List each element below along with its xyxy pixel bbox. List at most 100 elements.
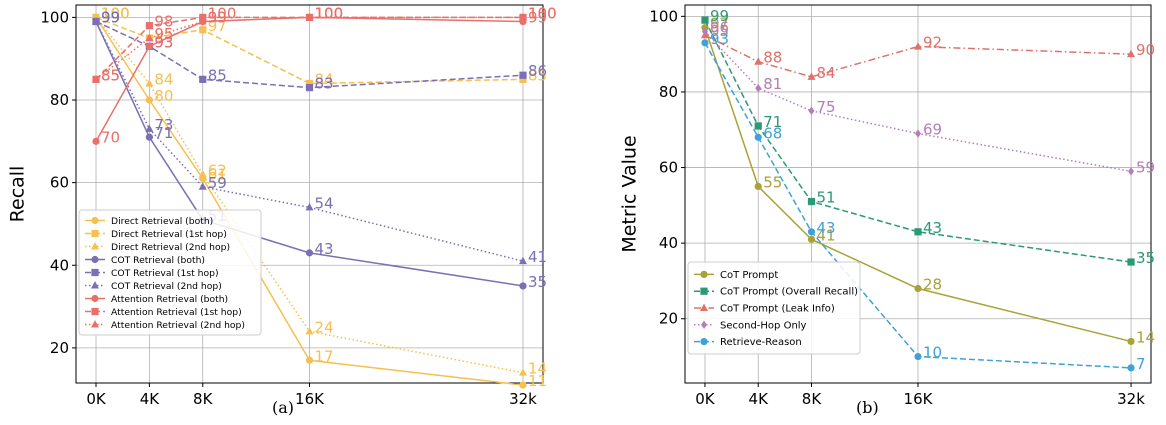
data-point <box>519 75 527 83</box>
x-tick-label: 32k <box>1117 390 1145 408</box>
legend-marker <box>91 294 99 303</box>
series-5: 93 68 43 10 7 <box>701 30 1146 373</box>
series-line <box>95 16 523 80</box>
legend-label: Direct Retrieval (both) <box>111 216 213 227</box>
data-label: 28 <box>923 276 942 294</box>
data-label: 68 <box>763 124 782 142</box>
data-label: 41 <box>816 226 835 244</box>
data-label: 70 <box>101 128 120 146</box>
data-point <box>519 282 527 290</box>
legend-label: COT Retrieval (1st hop) <box>111 268 219 279</box>
data-label: 97 <box>710 15 729 33</box>
chart-panel-2: 0K 4K 8K 16K 32k 20 40 60 80 100 Metric Value 97 55 4… <box>619 4 1155 408</box>
legend-marker <box>91 242 99 250</box>
legend-label: COT Retrieval (both) <box>111 255 205 266</box>
legend-marker <box>700 303 708 311</box>
data-point <box>199 26 207 34</box>
y-axis-label: Metric Value <box>619 135 641 252</box>
data-label: 100 <box>208 4 237 22</box>
data-label: 10 <box>923 344 942 362</box>
legend: CoT Prompt CoT Prompt (Overall Recall) CoT… <box>687 261 861 355</box>
data-label: 71 <box>154 124 173 142</box>
data-label: 92 <box>923 34 942 52</box>
legend-item: COT Retrieval (1st hop) <box>85 268 219 279</box>
series-line <box>704 34 1132 78</box>
data-label: 81 <box>763 75 782 93</box>
data-label: 69 <box>923 121 942 139</box>
legend-label: Second-Hop Only <box>720 320 807 331</box>
data-label: 55 <box>763 173 782 191</box>
x-tick-label: 0K <box>86 390 107 408</box>
legend-item: Second-Hop Only <box>694 320 807 331</box>
legend-label: CoT Prompt (Overall Recall) <box>720 287 858 298</box>
data-label: 43 <box>315 240 334 258</box>
data-label: 95 <box>154 25 173 43</box>
data-label: 99 <box>528 9 547 27</box>
x-tick-label: 4K <box>140 390 161 408</box>
data-label: 73 <box>154 116 173 134</box>
data-label: 99 <box>101 9 120 27</box>
data-point <box>92 74 101 83</box>
legend: Direct Retrieval (both) Direct Retrieval … <box>78 209 262 336</box>
legend-marker <box>91 229 99 238</box>
series-5: 99 93 85 83 86 <box>92 9 547 93</box>
data-label: 100 <box>101 4 130 22</box>
data-label: 35 <box>1136 249 1155 267</box>
data-point <box>519 71 527 79</box>
data-point <box>199 75 207 83</box>
data-point <box>807 228 816 236</box>
data-point <box>305 249 314 257</box>
y-tick-label: 20 <box>50 339 69 357</box>
data-label: 14 <box>1136 328 1155 346</box>
data-label: 43 <box>923 219 942 237</box>
data-label: 99 <box>101 9 120 27</box>
data-label: 85 <box>101 66 120 84</box>
data-point <box>701 16 709 24</box>
legend-marker <box>700 270 708 278</box>
x-tick-label: 8K <box>802 390 823 408</box>
data-label: 83 <box>315 75 334 93</box>
data-label: 85 <box>208 66 227 84</box>
y-tick-label: 60 <box>50 174 69 192</box>
legend-box <box>687 261 861 355</box>
data-label: 14 <box>528 360 547 378</box>
y-tick-label: 80 <box>659 83 678 101</box>
data-label: 100 <box>528 4 557 22</box>
data-point <box>145 33 154 42</box>
x-tick-label: 8K <box>193 390 214 408</box>
legend-marker <box>91 320 99 328</box>
legend-marker <box>91 307 99 316</box>
data-label: 90 <box>1136 41 1155 59</box>
data-label: 84 <box>154 70 173 88</box>
data-point <box>92 137 100 145</box>
data-label: 43 <box>816 219 835 237</box>
data-point <box>914 42 922 50</box>
data-point <box>754 133 762 141</box>
legend-label: CoT Prompt (Leak Info) <box>720 304 835 315</box>
legend-label: Retrieve-Reason <box>720 337 802 348</box>
legend-item: Attention Retrieval (2nd hop) <box>85 320 245 331</box>
legend-item: CoT Prompt (Overall Recall) <box>694 287 858 298</box>
data-point <box>198 169 207 178</box>
y-tick-label: 40 <box>50 256 69 274</box>
data-label: 61 <box>208 166 227 184</box>
legend-marker <box>91 255 99 264</box>
legend-label: Attention Retrieval (both) <box>111 294 228 305</box>
legend-item: Direct Retrieval (both) <box>85 216 213 227</box>
legend-marker <box>91 281 99 289</box>
legend-label: Direct Retrieval (2nd hop) <box>111 242 230 253</box>
data-label: 95 <box>710 22 729 40</box>
legend-item: COT Retrieval (both) <box>85 255 205 266</box>
data-point <box>1128 167 1135 176</box>
data-point <box>701 39 709 47</box>
data-point <box>518 256 527 265</box>
data-label: 95 <box>154 25 173 43</box>
data-point <box>1127 49 1136 58</box>
y-axis-label: Recall <box>7 166 29 223</box>
data-point <box>1127 364 1135 372</box>
legend-item: Retrieve-Reason <box>694 337 802 348</box>
data-point <box>754 182 762 191</box>
series-4: 96 81 75 69 59 <box>701 18 1155 176</box>
y-tick-label: 100 <box>40 8 69 26</box>
data-point <box>914 228 922 236</box>
